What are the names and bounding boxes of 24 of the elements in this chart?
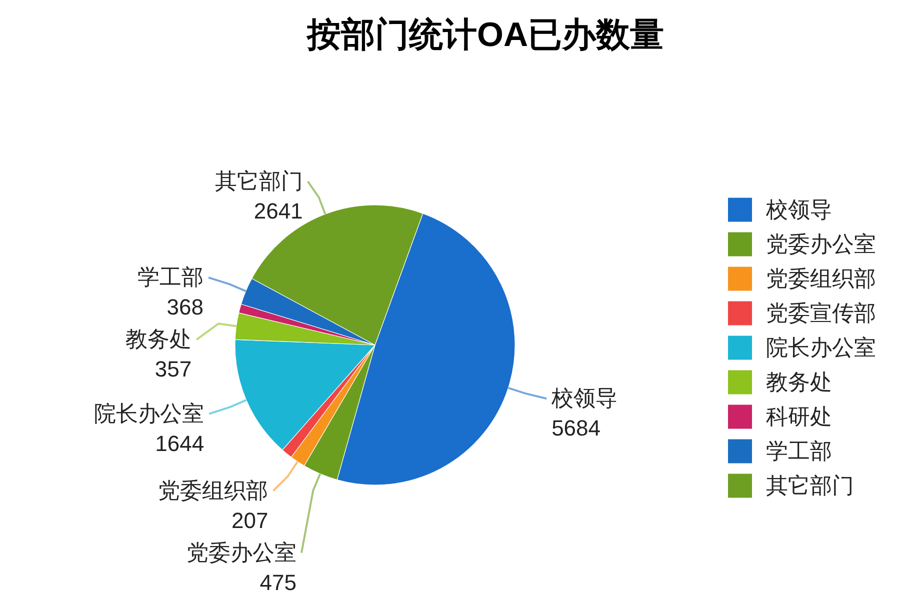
slice-label: 党委办公室 <box>186 540 296 565</box>
slice-label: 党委组织部 <box>158 478 268 503</box>
data-label: 1644 <box>155 430 204 456</box>
data-label: 5684 <box>552 416 601 441</box>
data-label: 368 <box>166 294 204 320</box>
data-label: 357 <box>154 356 192 382</box>
legend-label: 院长办公室 <box>766 334 876 360</box>
legend-label: 党委组织部 <box>766 266 876 291</box>
slice-label: 校领导 <box>550 386 618 411</box>
data-label: 207 <box>231 508 268 533</box>
legend-label: 教务处 <box>766 369 832 394</box>
legend-label: 党委宣传部 <box>766 300 876 326</box>
slice-label: 教务处 <box>126 326 192 352</box>
legend-label: 校领导 <box>765 196 832 222</box>
slice-label: 院长办公室 <box>94 400 204 426</box>
legend-label: 科研处 <box>766 404 832 429</box>
data-label: 475 <box>260 570 296 592</box>
legend-label: 学工部 <box>766 438 832 464</box>
slice-label: 学工部 <box>138 264 204 290</box>
chart-title: 按部门统计OA已办数量 <box>306 16 664 54</box>
legend-label: 党委办公室 <box>766 231 876 256</box>
legend-label: 其它部门 <box>766 472 854 498</box>
slice-label: 其它部门 <box>214 168 303 194</box>
data-label: 2641 <box>254 198 303 224</box>
